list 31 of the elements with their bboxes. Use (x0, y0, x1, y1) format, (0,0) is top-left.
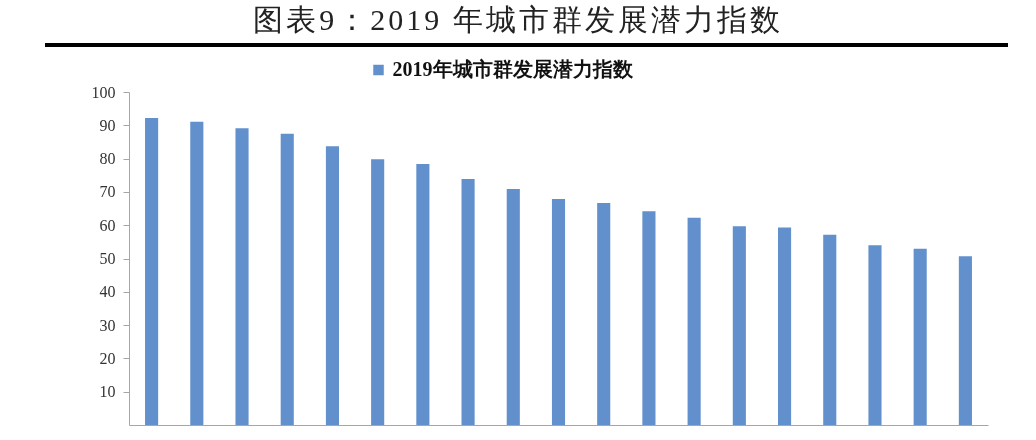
y-tick-label: 90 (99, 116, 116, 134)
bar (280, 133, 294, 425)
chart-title: 图表9：2019 年城市群发展潜力指数 (253, 3, 783, 36)
bar (778, 227, 792, 425)
bar (325, 146, 339, 425)
bar (642, 211, 656, 425)
bar (868, 245, 882, 425)
y-tick-label: 60 (99, 216, 116, 234)
y-tick-label: 70 (99, 183, 116, 201)
bar (235, 128, 249, 425)
bar (190, 121, 204, 425)
y-tick-label: 80 (99, 150, 116, 168)
bar (371, 159, 385, 425)
bar (732, 226, 746, 425)
bar (506, 188, 520, 425)
bar (597, 202, 611, 425)
bar (958, 256, 972, 425)
bar (687, 217, 701, 425)
bar (461, 178, 475, 425)
y-tick-label: 10 (99, 383, 116, 401)
y-tick-label: 50 (99, 250, 116, 267)
y-tick-label: 40 (99, 283, 116, 301)
y-tick-label: 100 (91, 83, 116, 101)
bar (416, 163, 430, 425)
bar (551, 198, 566, 425)
bar (913, 248, 927, 425)
legend-label: 2019年城市群发展潜力指数 (392, 58, 634, 80)
bar (145, 117, 159, 425)
y-tick-label: 30 (99, 316, 116, 334)
bar (823, 234, 837, 425)
y-tick-label: 20 (99, 349, 116, 367)
